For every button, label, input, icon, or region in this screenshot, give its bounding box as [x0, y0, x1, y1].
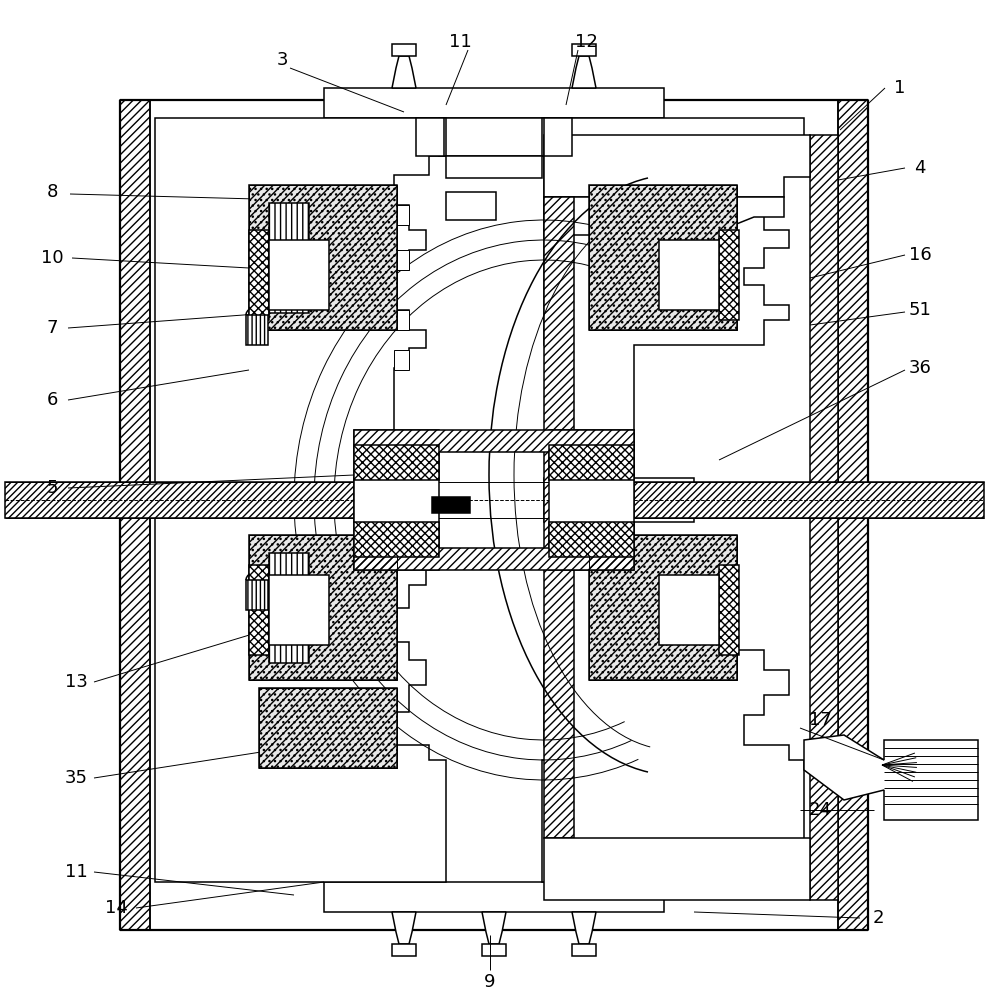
Text: 2: 2: [872, 909, 884, 927]
Bar: [416, 118, 444, 156]
Bar: [246, 315, 268, 345]
Polygon shape: [392, 56, 416, 88]
Text: 9: 9: [485, 973, 495, 991]
Polygon shape: [544, 197, 784, 235]
Bar: [249, 185, 397, 330]
Bar: [394, 310, 409, 330]
Polygon shape: [572, 56, 596, 88]
Polygon shape: [804, 735, 978, 820]
Text: 14: 14: [105, 899, 128, 917]
Bar: [634, 482, 984, 518]
Text: 1: 1: [894, 79, 906, 97]
Bar: [659, 575, 719, 645]
Bar: [324, 88, 664, 118]
Polygon shape: [392, 912, 416, 944]
Polygon shape: [354, 430, 439, 570]
Bar: [249, 535, 397, 680]
Bar: [354, 548, 634, 570]
Polygon shape: [155, 118, 446, 882]
Bar: [589, 185, 737, 330]
Bar: [249, 230, 269, 320]
Text: 4: 4: [914, 159, 926, 177]
Bar: [394, 205, 409, 225]
Text: 10: 10: [41, 249, 63, 267]
Bar: [659, 240, 719, 310]
Text: 24: 24: [808, 801, 832, 819]
Bar: [354, 430, 634, 452]
Polygon shape: [544, 197, 574, 838]
Polygon shape: [572, 912, 596, 944]
Text: 3: 3: [276, 51, 288, 69]
Text: 36: 36: [909, 359, 932, 377]
Bar: [269, 575, 329, 645]
Bar: [324, 882, 664, 912]
Bar: [446, 156, 542, 178]
Polygon shape: [542, 118, 804, 882]
Bar: [5, 482, 354, 518]
Polygon shape: [482, 912, 506, 944]
Text: 13: 13: [64, 673, 87, 691]
Bar: [446, 192, 496, 220]
Text: 16: 16: [909, 246, 932, 264]
Bar: [354, 445, 439, 480]
Bar: [269, 203, 309, 313]
Bar: [246, 580, 268, 610]
Bar: [354, 522, 439, 557]
Bar: [392, 44, 416, 56]
Bar: [549, 522, 634, 557]
Text: 12: 12: [575, 33, 597, 51]
Text: 51: 51: [909, 301, 932, 319]
Polygon shape: [549, 430, 634, 570]
Text: 35: 35: [64, 769, 87, 787]
Polygon shape: [544, 838, 810, 900]
Bar: [482, 944, 506, 956]
Bar: [719, 565, 739, 655]
Polygon shape: [838, 100, 868, 930]
Bar: [439, 118, 549, 156]
Bar: [589, 535, 737, 680]
Bar: [249, 185, 397, 330]
Bar: [589, 185, 737, 330]
Text: 7: 7: [46, 319, 57, 337]
Bar: [269, 240, 329, 310]
Bar: [392, 944, 416, 956]
Bar: [249, 565, 269, 655]
Bar: [394, 250, 409, 270]
Bar: [269, 553, 309, 663]
Text: 6: 6: [46, 391, 57, 409]
Text: 5: 5: [46, 479, 57, 497]
Bar: [394, 350, 409, 370]
Polygon shape: [544, 135, 810, 197]
Bar: [259, 688, 397, 768]
Text: 11: 11: [449, 33, 472, 51]
Bar: [719, 230, 739, 320]
Bar: [572, 944, 596, 956]
Bar: [589, 535, 737, 680]
Text: 17: 17: [809, 711, 832, 729]
Polygon shape: [120, 100, 150, 930]
Polygon shape: [810, 135, 838, 900]
Bar: [549, 445, 634, 480]
Text: 8: 8: [46, 183, 57, 201]
Bar: [432, 497, 470, 513]
Bar: [259, 688, 397, 768]
Bar: [249, 535, 397, 680]
Text: 11: 11: [64, 863, 87, 881]
Bar: [544, 118, 572, 156]
Bar: [572, 44, 596, 56]
